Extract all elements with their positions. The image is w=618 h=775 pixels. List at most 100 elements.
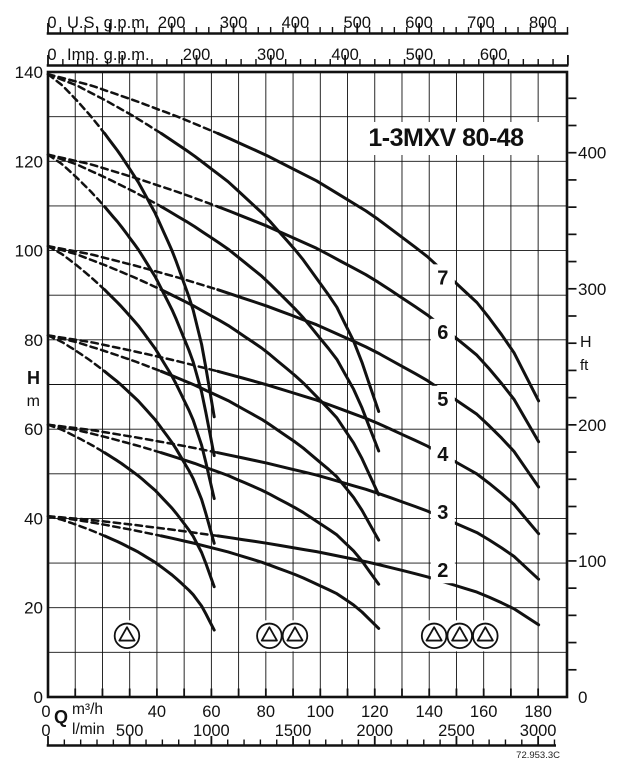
y-tick-ft-0: 0	[578, 688, 587, 707]
y-tick-m-60: 60	[24, 420, 43, 439]
q-lmin-tick-3000: 3000	[520, 722, 557, 740]
q-lmin-tick-1500: 1500	[275, 722, 312, 740]
chart-title: 1-3MXV 80-48	[352, 122, 540, 155]
us-gpm-ruler-tick-600: 600	[405, 14, 433, 32]
drawing-code: 72.953.3C	[516, 750, 560, 761]
y-tick-m-140: 140	[15, 63, 43, 82]
curve-4-stages-2-pump	[159, 369, 381, 542]
y-tick-m-40: 40	[24, 509, 43, 528]
imp-gpm-ruler-tick-300: 300	[257, 46, 285, 64]
q-lmin-tick-500: 500	[116, 722, 144, 740]
q-m3h-tick-120: 120	[361, 703, 389, 721]
imp-gpm-ruler-zero: 0	[47, 46, 56, 64]
curve-2-stages-1-pump-dashed	[46, 514, 106, 538]
pump-triangle-icon	[118, 626, 136, 642]
pump-triangle-icon	[451, 626, 469, 642]
curve-4-stages-3-pump-dashed	[46, 334, 220, 373]
q-m3h-tick-100: 100	[307, 703, 335, 721]
plot-border	[46, 70, 569, 699]
q-lmin-tick-2000: 2000	[356, 722, 393, 740]
curve-label-6: 6	[437, 322, 448, 344]
pump-count-icon-3	[418, 620, 501, 652]
imp-gpm-ruler-tick-400: 400	[331, 46, 359, 64]
y-tick-m-100: 100	[15, 242, 43, 261]
pump-count-icons	[111, 620, 501, 652]
q-m3h-unit: m³/h	[72, 701, 103, 718]
grid	[48, 72, 567, 697]
pump-triangle-icon	[476, 626, 494, 642]
y-tick-m-0: 0	[34, 688, 43, 707]
q-m3h-zero: 0	[41, 703, 50, 721]
curve-5-stages-3-pump	[216, 288, 541, 489]
imp-gpm-ruler-tick-200: 200	[183, 46, 211, 64]
curve-3-stages-1-pump	[103, 451, 216, 589]
pump-count-icon-1	[111, 620, 143, 652]
pump-count-icon-2	[253, 620, 311, 652]
pump-triangle-icon	[425, 626, 443, 642]
pump-circle-icon	[281, 622, 309, 650]
y-tick-ft-400: 400	[578, 144, 606, 163]
curve-3-stages-1-pump-dashed	[46, 423, 106, 454]
curve-6-stages-1-pump-dashed	[46, 153, 106, 208]
pump-circle-icon	[472, 622, 499, 650]
imp-gpm-ruler-tick-600: 600	[480, 46, 508, 64]
pump-triangle-icon	[286, 626, 304, 642]
pump-circle-icon	[113, 622, 141, 650]
curve-5-stages-2-pump-dashed	[46, 244, 163, 291]
curve-6-stages-2-pump-dashed	[46, 153, 163, 208]
curve-5-stages-1-pump-dashed	[46, 244, 106, 291]
curve-label-2: 2	[437, 560, 448, 582]
y-tick-m-20: 20	[24, 599, 43, 618]
y-axis-letter-H: H	[27, 368, 40, 388]
q-m3h-tick-60: 60	[202, 703, 220, 721]
us-gpm-ruler-tick-300: 300	[220, 14, 248, 32]
curve-label-7: 7	[437, 267, 448, 289]
curve-7-stages-1-pump-dashed	[46, 72, 106, 135]
curve-6-stages-1-pump	[103, 205, 216, 458]
right-axis-head-ft: 0 100 200 300 400 Hft	[568, 97, 606, 707]
q-m3h-tick-180: 180	[524, 703, 552, 721]
right-axis-letter-H: H	[580, 334, 592, 351]
q-m3h-tick-140: 140	[415, 703, 443, 721]
curve-6-stages-2-pump	[159, 205, 381, 453]
us-gpm-ruler-tick-400: 400	[282, 14, 310, 32]
us-gpm-ruler-tick-500: 500	[343, 14, 371, 32]
q-axis-letter: Q	[54, 707, 68, 727]
pump-circle-icon	[446, 622, 473, 650]
curve-3-stages-3-pump	[216, 451, 541, 581]
y-tick-m-120: 120	[15, 152, 43, 171]
curve-5-stages-3-pump-dashed	[46, 244, 220, 291]
q-lmin-zero: 0	[41, 722, 50, 740]
us-gpm-ruler-tick-200: 200	[158, 14, 186, 32]
q-lmin-axis: 0 l/min 500 1000 1500 2000 2500 3000	[41, 721, 557, 747]
curve-4-stages-1-pump-dashed	[46, 334, 106, 373]
q-m3h-tick-40: 40	[148, 703, 166, 721]
curve-2-stages-2-pump-dashed	[46, 514, 163, 538]
imp-gpm-ruler: 0 Imp. g.p.m. 200 300 400 500 600	[46, 46, 569, 67]
curve-2-stages-1-pump	[103, 534, 216, 632]
curve-labels: 7 6 5 4 3 2	[430, 264, 455, 584]
curve-2-stages-3-pump-dashed	[46, 514, 220, 538]
imp-gpm-ruler-unit: Imp. g.p.m.	[67, 46, 150, 64]
curve-2-stages-3-pump	[216, 534, 541, 627]
curve-7-stages-3-pump-dashed	[46, 72, 220, 135]
curve-7-stages-1-pump	[103, 131, 216, 419]
q-lmin-tick-2500: 2500	[438, 722, 475, 740]
curve-4-stages-2-pump-dashed	[46, 334, 163, 373]
curve-4-stages-1-pump	[103, 369, 216, 545]
q-m3h-tick-80: 80	[257, 703, 275, 721]
y-tick-ft-300: 300	[578, 280, 606, 299]
curve-6-stages-3-pump	[216, 205, 541, 444]
curve-2-stages-2-pump	[159, 534, 381, 630]
q-lmin-tick-1000: 1000	[193, 722, 230, 740]
curve-label-3: 3	[437, 502, 448, 524]
us-gpm-ruler-zero: 0	[47, 14, 56, 32]
q-m3h-tick-160: 160	[470, 703, 498, 721]
pump-circle-icon	[420, 622, 448, 650]
curve-7-stages-2-pump	[159, 131, 381, 413]
us-gpm-ruler-tick-800: 800	[529, 14, 557, 32]
curve-3-stages-2-pump	[159, 451, 381, 586]
y-tick-m-80: 80	[24, 331, 43, 350]
